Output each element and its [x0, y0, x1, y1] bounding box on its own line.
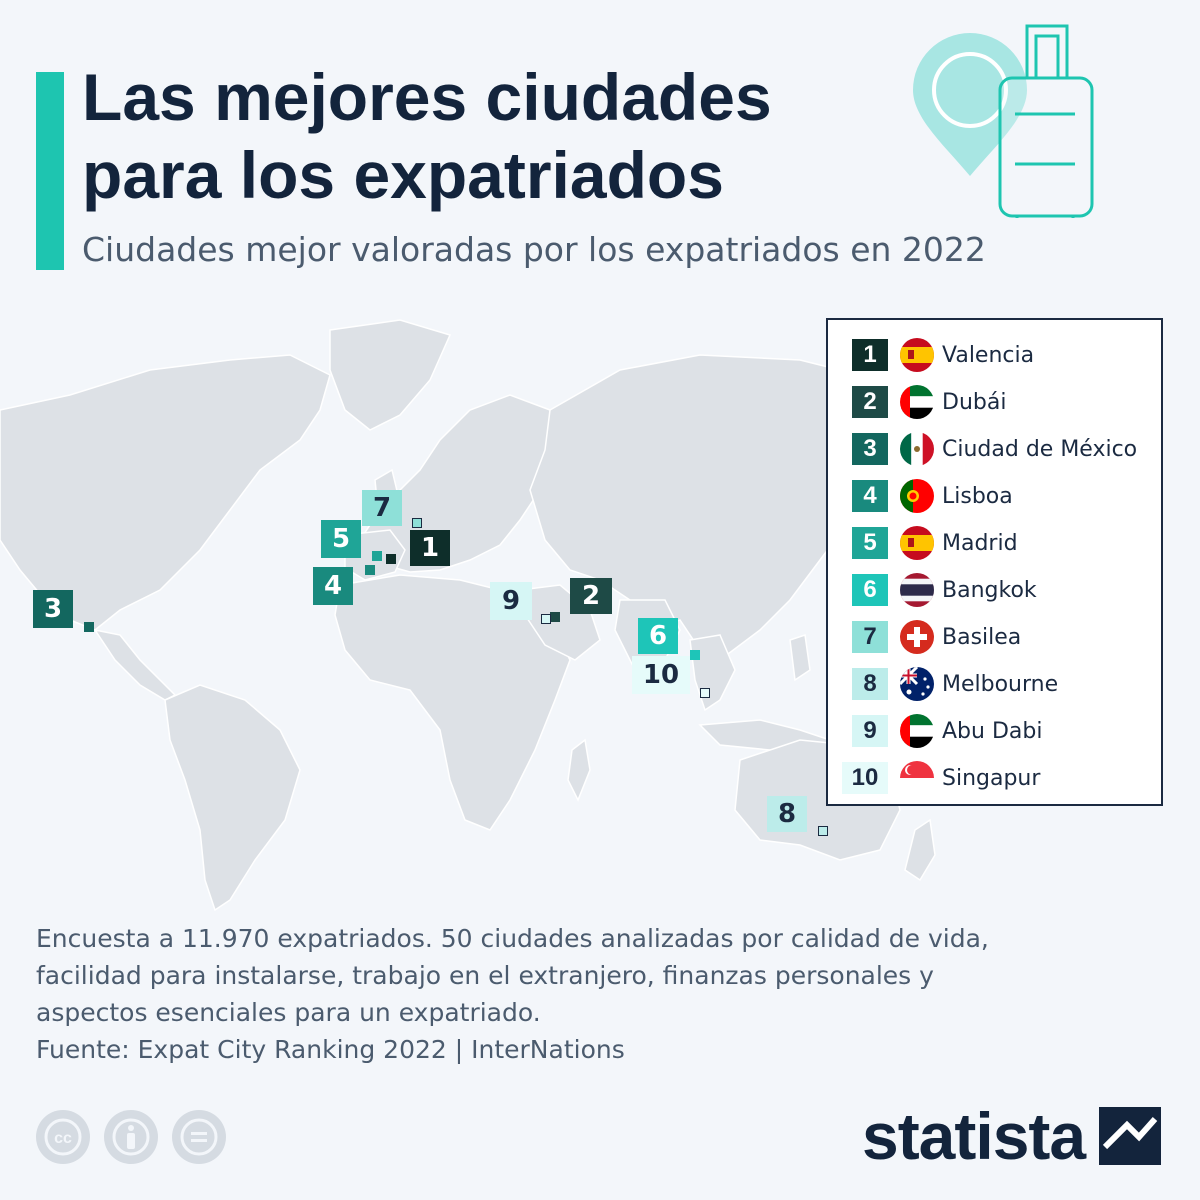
legend-item: 4 Lisboa — [852, 479, 1013, 513]
svg-text:cc: cc — [54, 1130, 72, 1147]
marker-abudabi — [541, 614, 551, 624]
legend-item: 8 Melbourne — [852, 667, 1058, 701]
legend-item: 10 Singapur — [842, 761, 1040, 795]
greenland — [329, 319, 452, 431]
legend-item: 6 Bangkok — [852, 573, 1037, 607]
travel-illustration — [905, 18, 1105, 224]
marker-basilea — [412, 518, 422, 528]
page-title: Las mejores ciudades para los expatriado… — [82, 60, 772, 212]
legend-city: Madrid — [942, 530, 1018, 556]
legend-city: Valencia — [942, 342, 1035, 368]
rank-badge: 9 — [852, 715, 888, 747]
thailand-flag-icon — [900, 573, 934, 607]
rank-badge: 1 — [852, 339, 888, 371]
rank-badge: 2 — [852, 386, 888, 418]
callout-singapur: 10 — [632, 656, 690, 694]
marker-lisboa — [365, 565, 375, 575]
legend-city: Lisboa — [942, 483, 1013, 509]
legend-item: 3 Ciudad de México — [852, 432, 1137, 466]
cc-icon[interactable]: cc — [36, 1110, 90, 1164]
singapore-flag-icon — [900, 761, 934, 795]
philippines — [789, 634, 811, 682]
new-zealand — [904, 818, 936, 882]
north-america — [0, 354, 331, 631]
legend-city: Ciudad de México — [942, 436, 1138, 462]
page-subtitle: Ciudades mejor valoradas por los expatri… — [82, 230, 986, 269]
uae-flag-icon — [900, 385, 934, 419]
south-america — [164, 684, 301, 912]
rank-badge: 7 — [852, 621, 888, 653]
callout-dubai: 2 — [570, 578, 612, 614]
mexico-flag-icon — [900, 432, 934, 466]
central-america — [93, 628, 177, 701]
rank-badge: 8 — [852, 668, 888, 700]
uae-flag-icon — [900, 714, 934, 748]
callout-abudabi: 9 — [490, 582, 532, 620]
accent-bar — [36, 72, 64, 270]
ranking-legend: 1 Valencia 2 Dubái 3 Ciudad de México 4 … — [826, 318, 1163, 806]
legend-city: Basilea — [942, 624, 1022, 650]
legend-item: 1 Valencia — [852, 338, 1034, 372]
marker-madrid — [372, 551, 382, 561]
switzerland-flag-icon — [900, 620, 934, 654]
marker-bangkok — [690, 650, 700, 660]
callout-basilea: 7 — [362, 490, 402, 526]
spain-flag-icon — [900, 526, 934, 560]
legend-city: Abu Dabi — [942, 718, 1043, 744]
legend-city: Dubái — [942, 389, 1007, 415]
legend-city: Bangkok — [942, 577, 1037, 603]
callout-mexico: 3 — [33, 590, 73, 628]
australia-flag-icon — [900, 667, 934, 701]
legend-city: Melbourne — [942, 671, 1059, 697]
source-line: Fuente: Expat City Ranking 2022 | InterN… — [36, 1035, 625, 1064]
portugal-flag-icon — [900, 479, 934, 513]
legend-item: 9 Abu Dabi — [852, 714, 1042, 748]
madagascar — [567, 738, 591, 802]
no-derivatives-icon[interactable] — [172, 1110, 226, 1164]
statista-mark-icon — [1099, 1107, 1162, 1165]
marker-singapur — [700, 688, 710, 698]
marker-mexico — [84, 622, 94, 632]
license-icons: cc — [36, 1110, 226, 1164]
rank-badge: 4 — [852, 480, 888, 512]
spain-flag-icon — [900, 338, 934, 372]
rank-badge: 5 — [852, 527, 888, 559]
attribution-icon[interactable] — [104, 1110, 158, 1164]
callout-madrid: 5 — [321, 520, 361, 558]
rank-badge: 6 — [852, 574, 888, 606]
callout-valencia: 1 — [410, 530, 450, 566]
suitcase-icon — [998, 24, 1094, 224]
legend-item: 2 Dubái — [852, 385, 1006, 419]
brand-name: statista — [862, 1099, 1086, 1173]
rank-badge: 3 — [852, 433, 888, 465]
marker-melbourne — [818, 826, 828, 836]
legend-city: Singapur — [942, 765, 1041, 791]
legend-item: 7 Basilea — [852, 620, 1021, 654]
callout-melbourne: 8 — [767, 796, 807, 832]
survey-notes: Encuesta a 11.970 expatriados. 50 ciudad… — [36, 924, 989, 1027]
rank-badge: 10 — [842, 762, 888, 794]
statista-logo[interactable]: statista — [862, 1098, 1162, 1174]
legend-item: 5 Madrid — [852, 526, 1018, 560]
callout-lisboa: 4 — [313, 567, 353, 605]
marker-dubai — [550, 612, 560, 622]
marker-valencia — [386, 554, 396, 564]
callout-bangkok: 6 — [638, 618, 678, 654]
